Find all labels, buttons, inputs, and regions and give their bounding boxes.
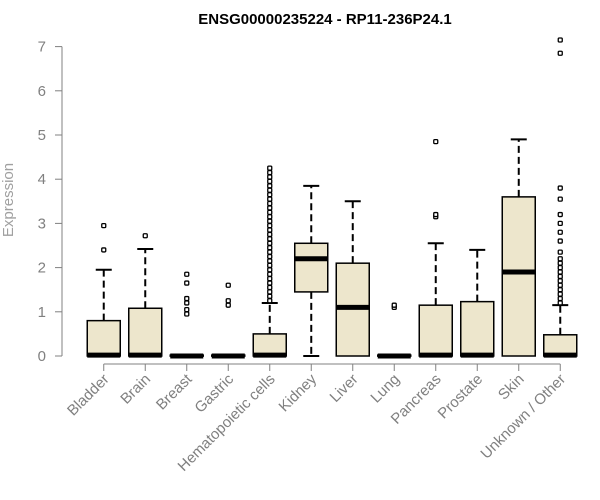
outlier-point <box>184 295 190 302</box>
outlier-point <box>267 275 273 282</box>
outlier-point <box>557 291 563 297</box>
y-axis-label: Expression <box>0 163 17 237</box>
outlier-point <box>225 302 231 308</box>
outlier-point <box>557 196 563 202</box>
x-tick-label: Bladder <box>64 371 113 420</box>
outlier-point <box>267 280 273 286</box>
y-tick-label: 5 <box>38 127 46 144</box>
outlier-point <box>184 271 190 277</box>
outlier-point <box>267 205 273 211</box>
outlier-point <box>184 280 190 286</box>
outlier-point <box>557 211 563 218</box>
x-tick-label: Liver <box>327 371 362 406</box>
outlier-point <box>225 298 231 304</box>
outlier-point <box>267 262 273 269</box>
outlier-point <box>557 185 563 191</box>
x-tick-label: Skin <box>495 371 528 404</box>
chart-title: ENSG00000235224 - RP11-236P24.1 <box>198 11 452 28</box>
outlier-point <box>267 183 273 189</box>
outlier-point <box>433 211 439 218</box>
outlier-point <box>267 187 273 193</box>
outlier-point <box>557 295 563 302</box>
outlier-point <box>267 192 273 198</box>
outlier-point <box>267 271 273 277</box>
outlier-point <box>557 269 563 275</box>
outlier-point <box>184 311 190 317</box>
outlier-point <box>184 306 190 313</box>
outlier-point <box>267 267 273 273</box>
outlier-point <box>557 249 563 255</box>
outlier-point <box>391 302 397 308</box>
box-kidney <box>294 242 329 293</box>
outlier-point <box>557 287 563 293</box>
outlier-point <box>267 249 273 255</box>
outlier-point <box>557 229 563 235</box>
box-prostate <box>460 300 495 357</box>
y-tick-label: 3 <box>38 215 46 232</box>
x-tick-label: Breast <box>153 370 196 413</box>
outlier-point <box>557 260 563 266</box>
outlier-point <box>225 282 231 288</box>
outlier-point <box>433 138 439 145</box>
outlier-point <box>557 300 563 306</box>
y-tick-label: 7 <box>38 39 46 56</box>
outlier-point <box>267 209 273 216</box>
x-tick-label: Brain <box>117 371 154 408</box>
outlier-point <box>557 264 563 271</box>
y-tick-label: 4 <box>38 171 46 188</box>
outlier-point <box>557 282 563 288</box>
outlier-point <box>557 50 563 56</box>
outlier-point <box>557 273 563 280</box>
outlier-point <box>267 289 273 295</box>
y-tick-label: 0 <box>38 348 46 365</box>
outlier-point <box>557 238 563 244</box>
outlier-point <box>267 298 273 304</box>
outlier-point <box>267 222 273 229</box>
outlier-point <box>557 37 563 43</box>
outlier-point <box>267 169 273 176</box>
box-bladder <box>86 319 121 357</box>
outlier-point <box>142 233 148 239</box>
outlier-point <box>557 256 563 262</box>
y-tick-label: 2 <box>38 260 46 277</box>
outlier-point <box>267 196 273 202</box>
outlier-point <box>267 231 273 238</box>
outlier-point <box>267 227 273 233</box>
x-tick-label: Prostate <box>435 371 487 423</box>
outlier-point <box>267 174 273 180</box>
outlier-point <box>267 284 273 291</box>
outlier-point <box>267 218 273 224</box>
outlier-point <box>557 278 563 284</box>
outlier-point <box>267 214 273 220</box>
outlier-point <box>267 165 273 171</box>
y-tick-label: 6 <box>38 83 46 100</box>
outlier-point <box>557 220 563 227</box>
outlier-point <box>267 253 273 260</box>
outlier-point <box>267 258 273 264</box>
x-tick-label: Lung <box>367 371 403 407</box>
outlier-point <box>267 293 273 299</box>
outlier-point <box>267 240 273 246</box>
x-tick-label: Kidney <box>276 370 321 415</box>
outlier-point <box>267 245 273 251</box>
y-tick-label: 1 <box>38 304 46 321</box>
outlier-point <box>101 222 107 229</box>
outlier-point <box>267 236 273 242</box>
box-skin <box>501 196 536 357</box>
outlier-point <box>184 300 190 306</box>
outlier-point <box>267 178 273 185</box>
outlier-point <box>267 200 273 207</box>
outlier-point <box>101 247 107 253</box>
box-pancreas <box>418 304 453 357</box>
box-brain <box>128 307 163 357</box>
